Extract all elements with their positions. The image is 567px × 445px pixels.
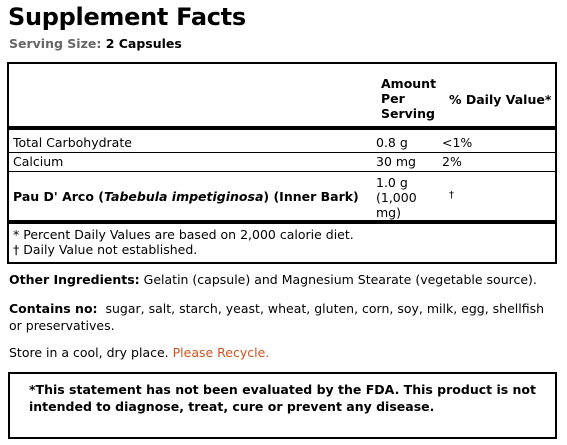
row-daily-value: <1%: [442, 135, 473, 150]
contains-no: Contains no: sugar, salt, starch, yeast,…: [9, 301, 545, 333]
serving-size-value: 2 Capsules: [105, 36, 182, 51]
page-title: Supplement Facts: [8, 3, 246, 31]
fda-disclaimer-box: *This statement has not been evaluated b…: [8, 372, 557, 439]
row-amount: 0.8 g: [376, 135, 408, 150]
row-name: Calcium: [13, 154, 64, 169]
supplement-facts-table: Amount Per Serving % Daily Value* Total …: [7, 62, 557, 264]
footnote-percent-dv: * Percent Daily Values are based on 2,00…: [13, 227, 354, 242]
fda-disclaimer: *This statement has not been evaluated b…: [29, 382, 536, 414]
row-divider: [9, 152, 555, 153]
row-daily-value: 2%: [442, 154, 462, 169]
row-divider: [9, 171, 555, 172]
other-ingredients: Other Ingredients: Gelatin (capsule) and…: [9, 272, 537, 287]
thick-divider: [9, 126, 555, 130]
pau-darco-name: Pau D' Arco (Tabebula impetiginosa) (Inn…: [13, 189, 359, 204]
header-amount-per-serving: Amount Per Serving: [381, 76, 437, 121]
storage-instructions: Store in a cool, dry place. Please Recyc…: [9, 345, 270, 360]
row-amount: 30 mg: [376, 154, 416, 169]
row-name: Total Carbohydrate: [13, 135, 132, 150]
thick-divider: [9, 220, 555, 224]
recycle-note: Please Recycle.: [172, 345, 270, 360]
footnote-dv-not-established: † Daily Value not established.: [13, 242, 198, 257]
header-daily-value: % Daily Value*: [449, 92, 552, 107]
pau-darco-amount: 1.0 g (1,000 mg): [376, 175, 417, 220]
serving-size: Serving Size: 2 Capsules: [9, 36, 182, 51]
pau-darco-daily-value: †: [449, 190, 454, 201]
serving-size-label: Serving Size:: [9, 36, 102, 51]
